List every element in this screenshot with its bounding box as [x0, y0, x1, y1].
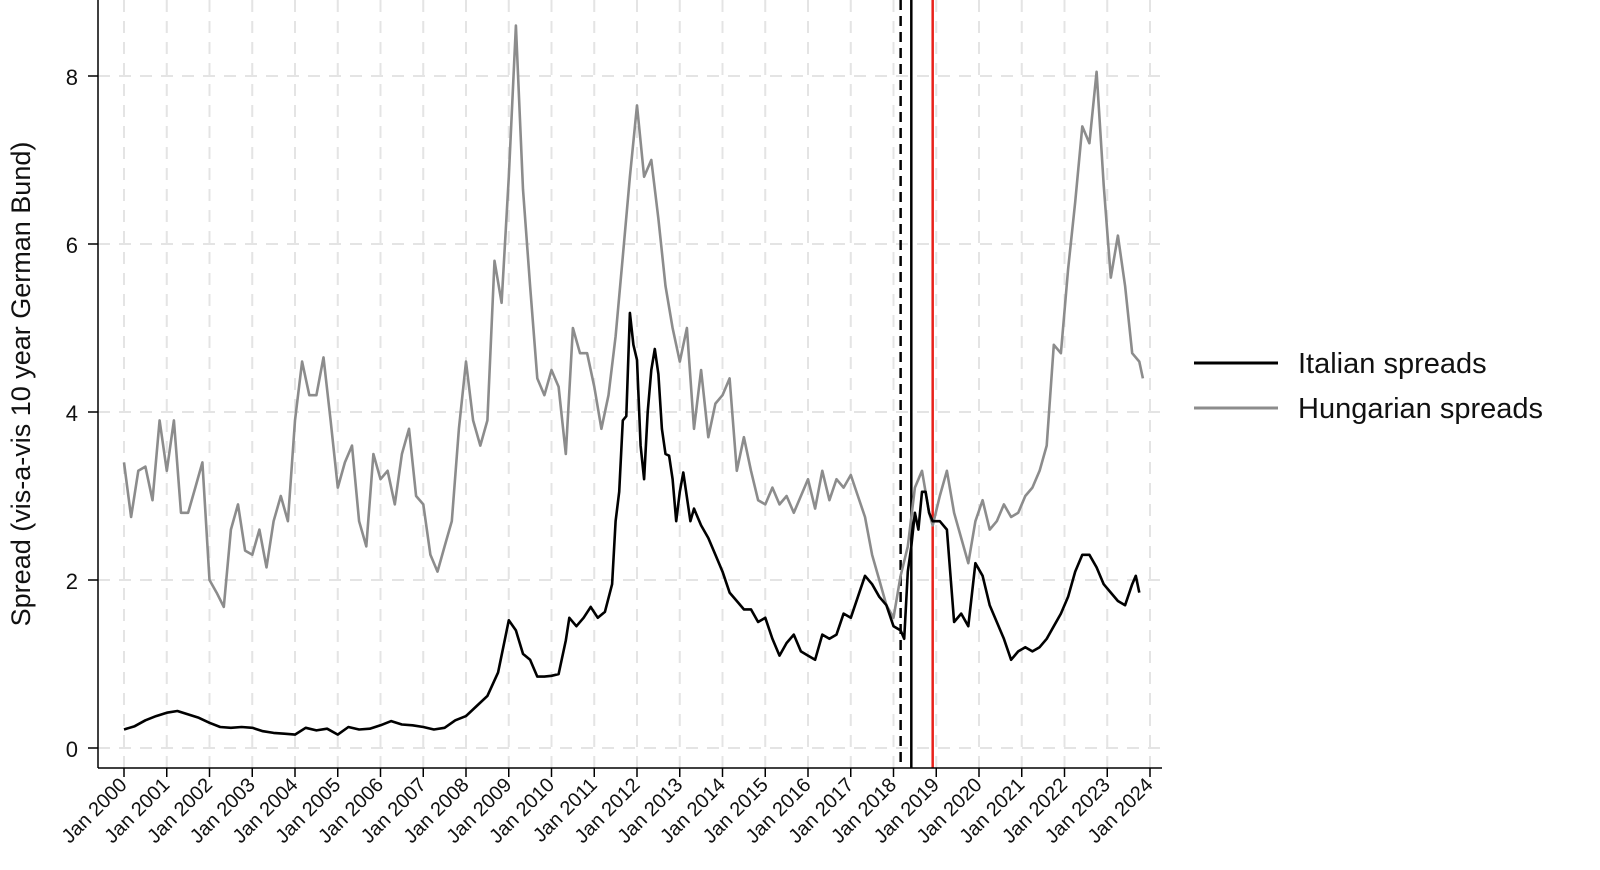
italian-spreads-line: [123, 311, 1141, 736]
legend-label: Italian spreads: [1298, 348, 1487, 380]
legend-label: Hungarian spreads: [1298, 393, 1543, 425]
y-tick-label: 8: [66, 65, 78, 90]
y-tick-label: 6: [66, 233, 78, 258]
y-axis-title: Spread (vis-a-vis 10 year German Bund): [6, 142, 36, 627]
grid-lines: [98, 0, 1162, 768]
hungarian-spreads-line: [122, 24, 1145, 620]
y-tick-label: 4: [66, 401, 78, 426]
series-lines: [122, 24, 1145, 736]
y-tick-label: 2: [66, 569, 78, 594]
event-markers: [899, 0, 934, 768]
y-tick-label: 0: [66, 737, 78, 762]
legend: Italian spreads Hungarian spreads: [1194, 348, 1543, 425]
